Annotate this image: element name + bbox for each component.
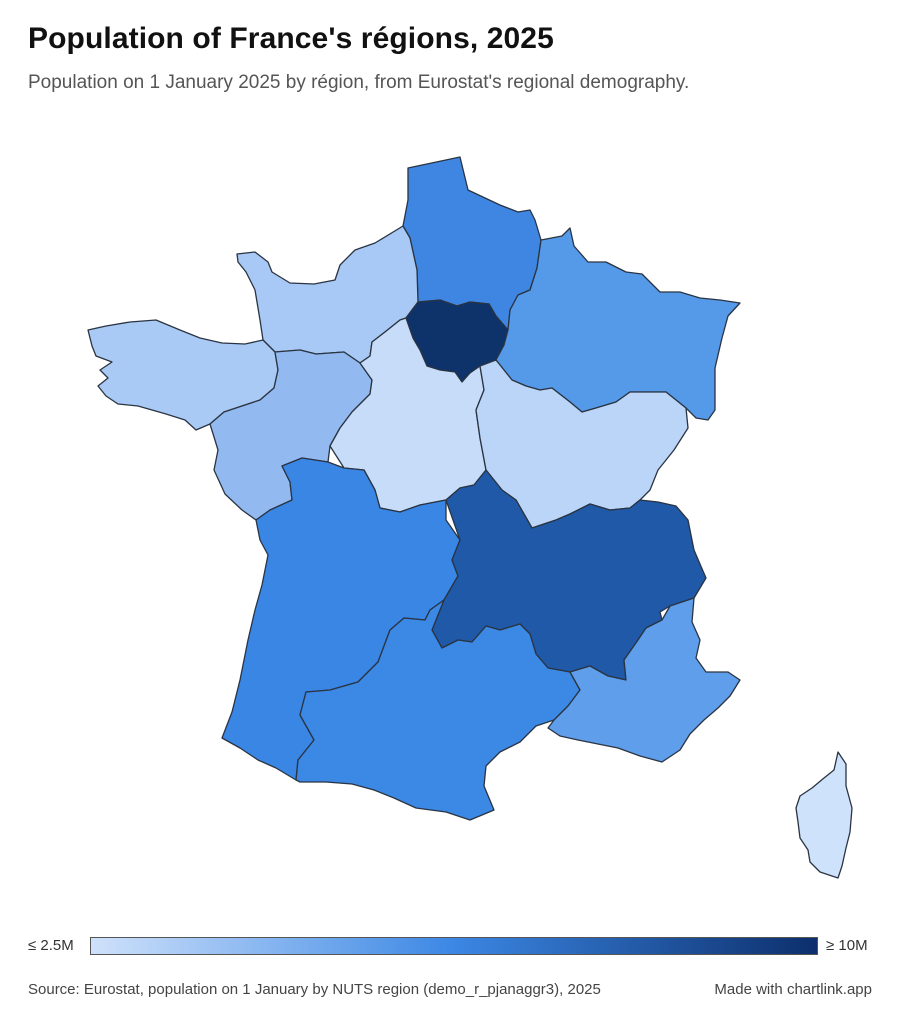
legend-max-label: ≥ 10M <box>826 937 868 954</box>
source-note: Source: Eurostat, population on 1 Januar… <box>28 981 601 998</box>
legend-min-label: ≤ 2.5M <box>28 937 74 954</box>
region-provence-alpes-cote-d-azur[interactable] <box>547 597 741 763</box>
region-corse[interactable] <box>795 751 853 879</box>
page-subtitle: Population on 1 January 2025 by région, … <box>28 72 690 93</box>
region-occitanie[interactable] <box>295 599 581 821</box>
credit-link[interactable]: Made with chartlink.app <box>714 981 872 998</box>
legend-color-scale <box>90 937 818 955</box>
page-title: Population of France's régions, 2025 <box>28 22 554 55</box>
